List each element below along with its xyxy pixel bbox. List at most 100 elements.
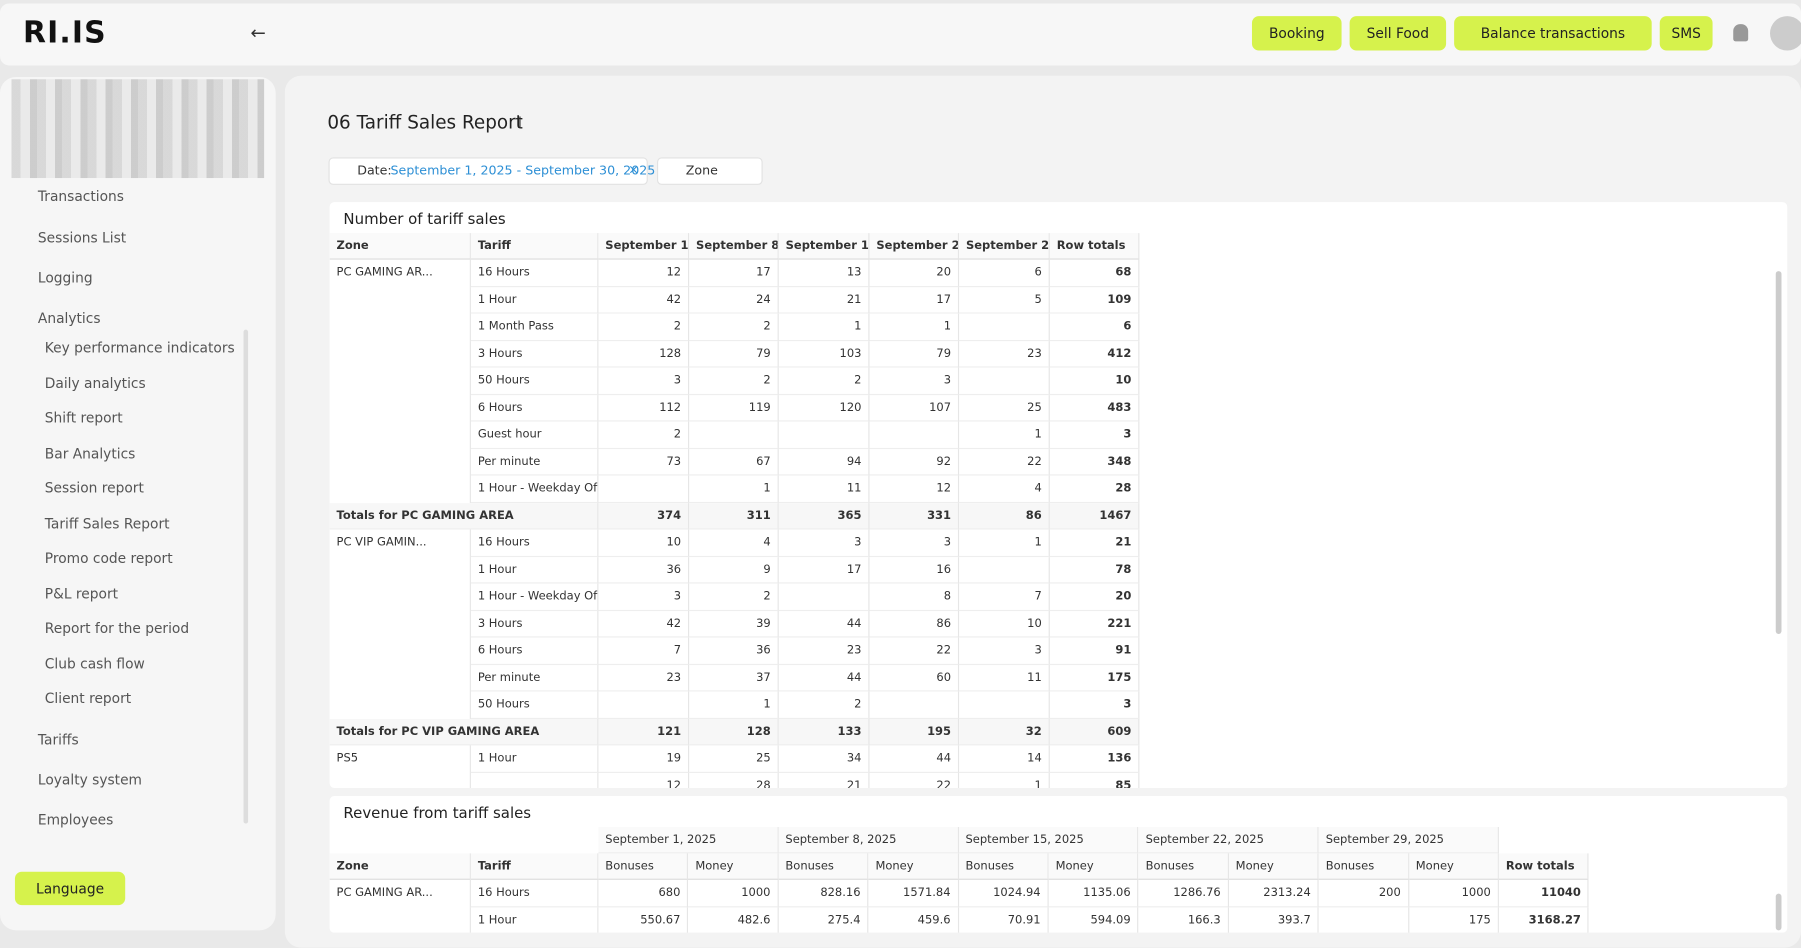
- row-total: 6: [1049, 313, 1140, 341]
- nav-subitem[interactable]: Tariff Sales Report: [44, 515, 170, 532]
- tariff-cell: 50 Hours: [470, 691, 599, 719]
- sub-header: Money: [868, 853, 959, 880]
- sub-header: Money: [1228, 853, 1319, 880]
- value-cell: 34: [778, 745, 870, 773]
- nav-subitem[interactable]: Promo code report: [44, 550, 173, 567]
- value-cell: [598, 475, 690, 503]
- header-button[interactable]: Sell Food: [1349, 16, 1447, 51]
- value-cell: 37: [689, 664, 779, 692]
- sub-header: Money: [1408, 853, 1499, 880]
- value-cell: 1: [959, 529, 1050, 557]
- tariff-cell: 3 Hours: [470, 340, 599, 368]
- value-cell: 12: [869, 475, 960, 503]
- bell[interactable]: [1733, 24, 1749, 42]
- nav-subitem[interactable]: Bar Analytics: [44, 445, 136, 462]
- zone-cell: [330, 906, 471, 933]
- nav-item[interactable]: Analytics: [37, 310, 101, 327]
- nav-item[interactable]: Tariffs: [37, 731, 79, 748]
- column-header: September 29...: [959, 233, 1050, 260]
- nav-subitem[interactable]: Client report: [44, 690, 132, 707]
- value-cell: 2: [689, 583, 779, 611]
- tariff-cell: 1 Month Pass: [470, 313, 599, 341]
- value-cell: 3: [778, 529, 870, 557]
- zone-cell: [330, 340, 471, 368]
- value-cell: 36: [689, 637, 779, 665]
- value-cell: 6: [959, 259, 1050, 287]
- value-cell: [598, 691, 690, 719]
- row-total: 28: [1049, 475, 1140, 503]
- zone-cell: [330, 367, 471, 395]
- zone-filter[interactable]: [656, 157, 763, 185]
- zone-cell: [330, 556, 471, 584]
- nav-item[interactable]: Logging: [37, 269, 93, 287]
- nav-item[interactable]: Loyalty system: [37, 771, 142, 788]
- header-button[interactable]: Booking: [1251, 16, 1342, 51]
- value-cell: 42: [598, 286, 690, 314]
- tariff-cell: 1 Hour: [470, 286, 599, 314]
- clear-date[interactable]: ×: [628, 161, 639, 177]
- nav-item[interactable]: Sessions List: [37, 229, 127, 246]
- value-cell: 1286.76: [1138, 879, 1229, 907]
- nav-subitem[interactable]: Report for the period: [44, 620, 190, 637]
- value-cell: [1319, 906, 1409, 933]
- language-button[interactable]: Language: [14, 871, 126, 906]
- column-header: September 1, ...: [598, 233, 690, 260]
- value-cell: 331: [869, 502, 960, 530]
- nav-subitem[interactable]: Key performance indicators: [44, 339, 235, 357]
- zone-cell: [330, 286, 471, 314]
- value-cell: 1: [869, 313, 960, 341]
- tariff-cell: 1 Hour: [470, 556, 599, 584]
- value-cell: 14: [959, 745, 1050, 773]
- tariff-cell: 1 Hour: [471, 906, 599, 933]
- nav-item[interactable]: Employees: [37, 812, 114, 829]
- value-cell: 459.6: [869, 906, 959, 933]
- value-cell: 2: [598, 421, 690, 449]
- nav-subitem[interactable]: Daily analytics: [44, 375, 146, 392]
- nav-subitem[interactable]: Club cash flow: [44, 655, 145, 672]
- value-cell: [778, 421, 870, 449]
- tariff-cell: Per minute: [470, 448, 599, 476]
- header-button[interactable]: SMS: [1659, 16, 1713, 51]
- sub-header: Money: [688, 853, 779, 880]
- value-cell: 73: [598, 448, 690, 476]
- column-header: Row totals: [1498, 853, 1589, 880]
- value-cell: 1: [689, 475, 779, 503]
- value-cell: [959, 367, 1050, 395]
- value-cell: 393.7: [1229, 906, 1319, 933]
- zone-cell: [330, 421, 471, 449]
- date-filter[interactable]: [328, 157, 648, 185]
- value-cell: 7: [598, 637, 690, 665]
- value-cell: 1135.06: [1048, 879, 1139, 907]
- row-total: 348: [1049, 448, 1140, 476]
- nav-item[interactable]: Transactions: [37, 188, 124, 205]
- value-cell: 680: [598, 879, 689, 907]
- value-cell: 44: [778, 610, 870, 638]
- row-total: 483: [1049, 394, 1140, 422]
- value-cell: 200: [1318, 879, 1409, 907]
- totals-label: Totals for PC VIP GAMING AREA: [329, 718, 599, 746]
- zone-cell: [330, 475, 471, 503]
- sub-header: Bonuses: [958, 853, 1049, 880]
- row-total: 412: [1049, 340, 1140, 368]
- avatar[interactable]: [1769, 16, 1801, 51]
- value-cell: 3: [869, 529, 960, 557]
- info-icon[interactable]: i: [518, 114, 522, 131]
- row-total: 609: [1049, 718, 1140, 746]
- date-header: September 22, 2025: [1138, 826, 1319, 854]
- value-cell: 32: [959, 718, 1050, 746]
- value-cell: 23: [598, 664, 690, 692]
- column-header: Tariff: [470, 853, 599, 880]
- collapse-arrow[interactable]: ←: [250, 21, 266, 44]
- value-cell: 275.4: [779, 906, 869, 933]
- nav-subitem[interactable]: Shift report: [44, 410, 123, 427]
- value-cell: 60: [869, 664, 960, 692]
- nav-subitem[interactable]: P&L report: [44, 585, 119, 602]
- zone-cell: [330, 664, 471, 692]
- nav-subitem[interactable]: Session report: [44, 480, 144, 497]
- row-total: 10: [1049, 367, 1140, 395]
- value-cell: 25: [959, 394, 1050, 422]
- value-cell: 39: [689, 610, 779, 638]
- header-button[interactable]: Balance transactions: [1454, 16, 1652, 51]
- date-label: Date:: [357, 163, 392, 179]
